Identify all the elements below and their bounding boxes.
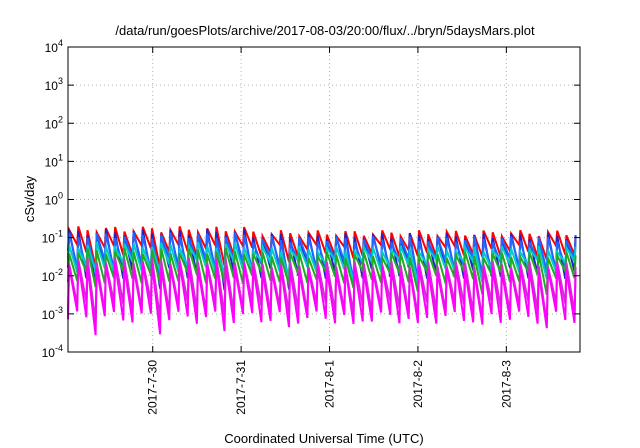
data-series [67,225,577,336]
y-tick-label: 10-2 [42,267,63,284]
x-tick-label: 2017-7-31 [234,360,248,415]
y-axis-ticks: 10-4 10-3 10-2 10-1 100 101 102 103 104 [42,38,580,360]
y-tick-label: 100 [45,191,63,208]
x-tick-label: 2017-7-30 [146,360,160,415]
series-line [67,262,577,336]
y-tick-label: 10-1 [42,229,63,246]
y-tick-label: 102 [45,114,63,131]
x-axis-ticks: 2017-7-30 2017-7-31 2017-8-1 2017-8-2 2017-8… [146,47,513,415]
y-tick-label: 10-3 [42,305,63,322]
x-tick-label: 2017-8-3 [499,360,513,408]
x-tick-label: 2017-8-1 [323,360,337,408]
y-tick-label: 101 [45,152,63,169]
y-tick-label: 10-4 [42,343,63,360]
x-axis-label: Coordinated Universal Time (UTC) [224,431,423,446]
y-tick-label: 103 [45,76,63,93]
y-tick-label: 104 [45,38,63,55]
chart-title: /data/run/goesPlots/archive/2017-08-03/2… [115,23,535,38]
y-axis-label: cSv/day [22,175,37,222]
grid-lines [68,47,580,352]
x-tick-label: 2017-8-2 [411,360,425,408]
